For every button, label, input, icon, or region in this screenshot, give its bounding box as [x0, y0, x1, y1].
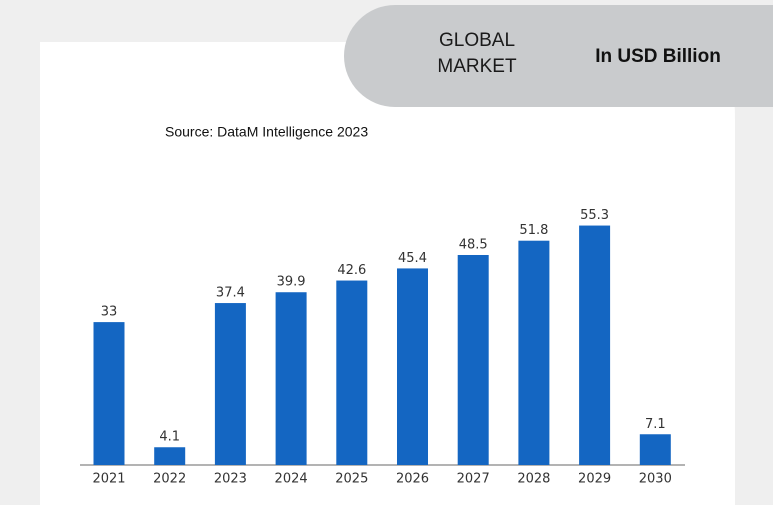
value-label: 48.5: [459, 237, 488, 252]
x-tick-label: 2030: [639, 472, 672, 487]
value-label: 7.1: [645, 417, 666, 432]
value-label: 45.4: [398, 251, 427, 266]
value-label: 39.9: [277, 275, 306, 290]
bar: [579, 225, 611, 465]
bar: [275, 292, 307, 465]
x-tick-label: 2023: [214, 472, 247, 487]
bar: [639, 434, 671, 465]
bar: [397, 268, 428, 465]
value-label: 37.4: [216, 286, 245, 301]
bar: [518, 240, 550, 465]
x-tick-label: 2025: [335, 472, 368, 487]
bar: [457, 254, 489, 465]
value-label: 33: [101, 305, 118, 320]
x-tick-label: 2028: [517, 472, 550, 487]
value-label: 42.6: [337, 263, 366, 278]
x-tick-label: 2021: [92, 472, 125, 487]
unit-label: In USD Billion: [595, 46, 721, 67]
bar: [93, 322, 125, 465]
value-label: 51.8: [519, 223, 548, 238]
bar: [154, 447, 186, 465]
x-tick-label: 2026: [396, 472, 429, 487]
x-tick-label: 2024: [275, 472, 308, 487]
x-tick-label: 2022: [153, 472, 186, 487]
title-line: MARKET: [437, 56, 517, 77]
value-label: 55.3: [580, 208, 609, 223]
header-pill: [344, 5, 773, 107]
bar: [336, 280, 368, 465]
title-line: GLOBAL: [439, 30, 515, 51]
value-label: 4.1: [159, 430, 180, 445]
bar: [214, 303, 246, 465]
x-tick-label: 2027: [457, 472, 490, 487]
x-tick-label: 2029: [578, 472, 611, 487]
panel: [40, 42, 735, 505]
source-note: Source: DataM Intelligence 2023: [165, 124, 368, 140]
